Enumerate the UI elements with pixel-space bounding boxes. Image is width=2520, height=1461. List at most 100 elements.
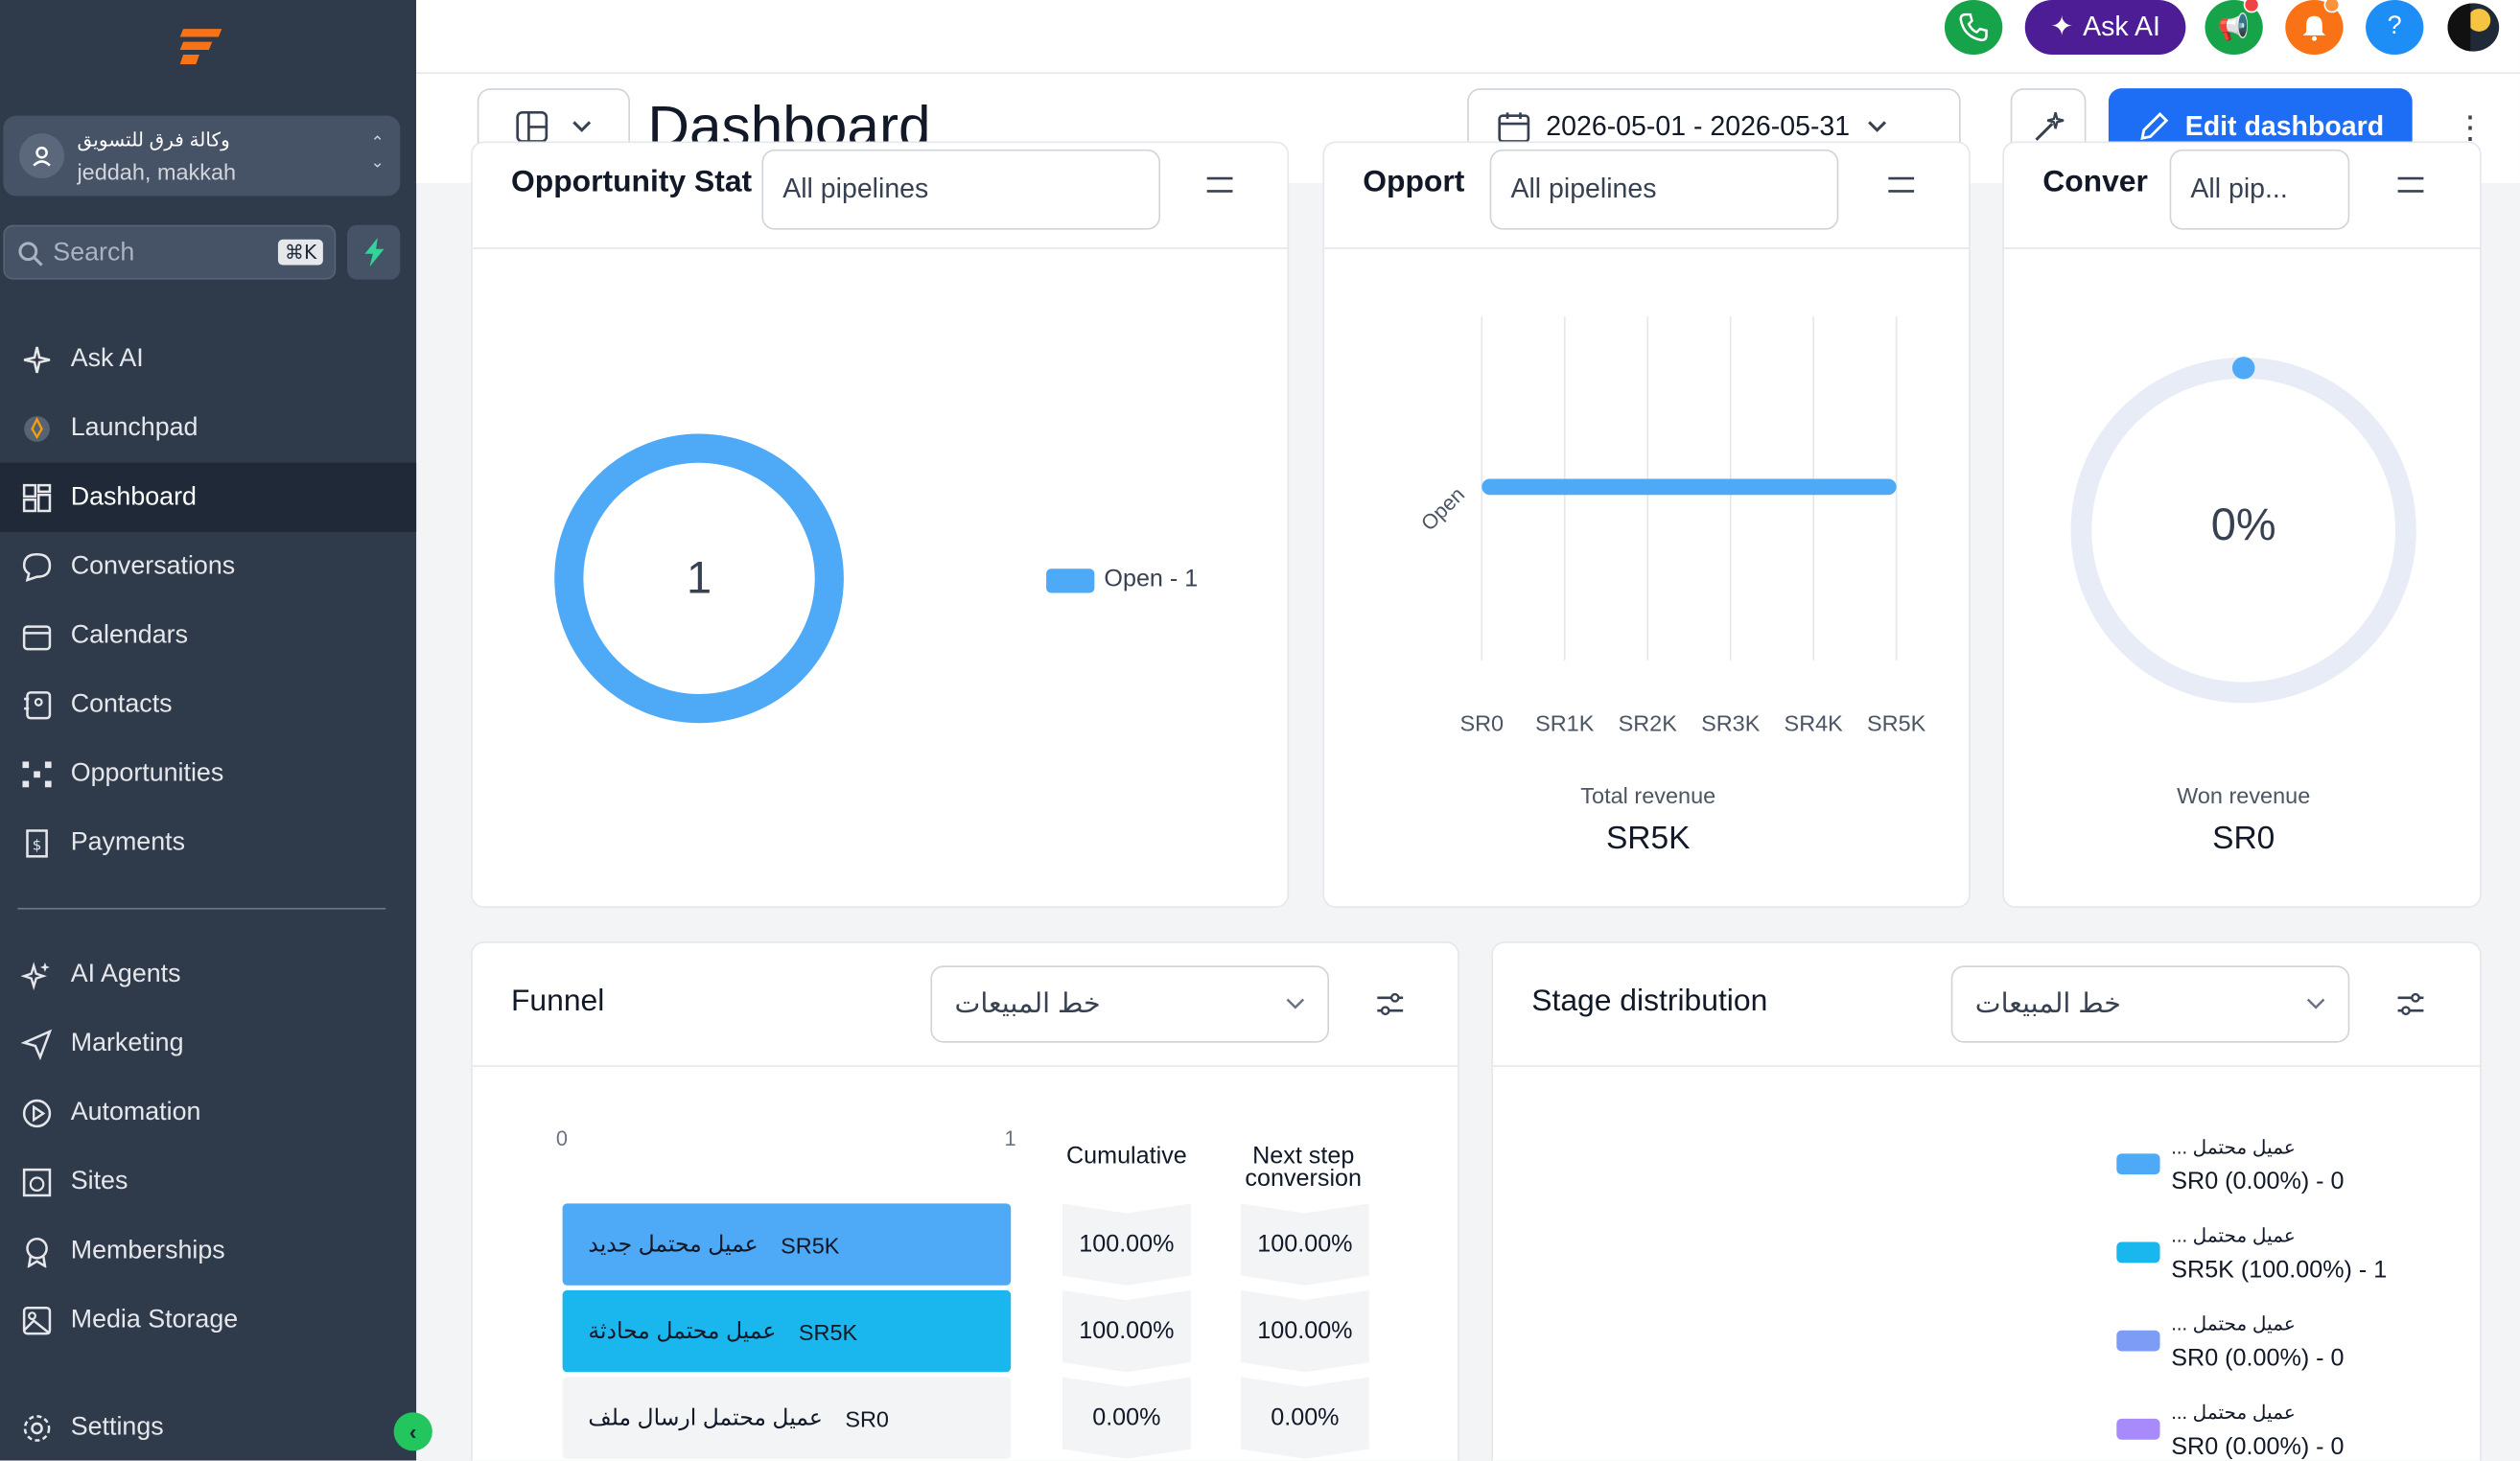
filter-icon[interactable] xyxy=(1887,172,1916,197)
phone-icon xyxy=(1959,12,1988,42)
ai-sparkle-icon xyxy=(19,957,55,992)
funnel-axis-min: 0 xyxy=(555,1125,569,1151)
phone-button[interactable] xyxy=(1944,0,2003,55)
search-input[interactable]: Search ⌘K xyxy=(3,224,337,280)
more-options-icon[interactable]: ⋮ xyxy=(2454,109,2486,146)
pencil-icon xyxy=(2139,111,2168,140)
search-placeholder: Search xyxy=(53,239,135,267)
card-header-divider xyxy=(1493,1065,2481,1067)
funnel-stage-value: SR5K xyxy=(781,1231,840,1258)
filter-icon[interactable] xyxy=(2396,991,2425,1017)
layout-icon xyxy=(515,110,548,142)
sidebar-item-label: Memberships xyxy=(70,1236,225,1264)
bell-icon xyxy=(2302,15,2326,41)
stage-name: عميل محتمل ... xyxy=(2171,1135,2296,1159)
sidebar-item-media-storage[interactable]: Media Storage xyxy=(0,1286,416,1355)
chevron-left-icon: ‹ xyxy=(408,1418,417,1445)
account-switcher[interactable]: وكالة فرق للتسويق jeddah, makkah ⌃ ⌄ xyxy=(3,115,401,197)
collapse-sidebar-button[interactable]: ‹ xyxy=(393,1412,432,1451)
cumulative-header: Cumulative xyxy=(1065,1142,1187,1171)
sidebar-item-dashboard[interactable]: Dashboard xyxy=(0,462,417,532)
pipeline-select[interactable]: خط المبيعات xyxy=(1950,965,2350,1043)
cumulative-cell: 0.00% xyxy=(1062,1377,1191,1459)
sidebar: وكالة فرق للتسويق jeddah, makkah ⌃ ⌄ Sear… xyxy=(0,0,432,1461)
search-icon xyxy=(18,242,43,267)
date-range-picker[interactable]: 2026-05-01 - 2026-05-31 xyxy=(1467,88,1961,164)
pipeline-select[interactable]: All pipelines xyxy=(1489,149,1839,230)
sidebar-item-settings[interactable]: Settings xyxy=(0,1393,416,1460)
filter-icon[interactable] xyxy=(2396,172,2425,197)
sidebar-item-automation[interactable]: Automation xyxy=(0,1078,416,1148)
sparkles-icon: ✦ xyxy=(2050,11,2074,42)
brand-logo-icon[interactable] xyxy=(176,26,224,68)
announcements-button[interactable]: 📢 xyxy=(2205,0,2263,55)
gauge-progress-dot[interactable] xyxy=(2231,357,2255,380)
sidebar-item-launchpad[interactable]: Launchpad xyxy=(0,394,416,463)
pipeline-select[interactable]: All pipelines xyxy=(761,149,1161,230)
card-title: Stage distribution xyxy=(1531,985,1768,1019)
card-header-divider xyxy=(472,1065,1458,1067)
card-title: Conver xyxy=(2042,165,2148,199)
svg-text:$: $ xyxy=(33,836,42,853)
sidebar-item-label: Calendars xyxy=(70,620,188,649)
account-location: jeddah, makkah xyxy=(77,158,237,185)
funnel-card: Funnel خط المبيعات 0 1 Cumulative Next s… xyxy=(471,941,1459,1461)
donut-center-value: 1 xyxy=(686,552,712,603)
bar-open[interactable] xyxy=(1482,478,1897,496)
next-step-cell: 100.00% xyxy=(1240,1289,1369,1373)
ask-ai-label: Ask AI xyxy=(2083,11,2160,42)
sidebar-item-label: Opportunities xyxy=(70,758,224,787)
next-step-cell: 0.00% xyxy=(1240,1377,1369,1459)
pipeline-select[interactable]: All pip... xyxy=(2169,149,2350,230)
card-title: Funnel xyxy=(510,985,605,1019)
sidebar-item-opportunities[interactable]: Opportunities xyxy=(0,739,416,808)
stage-value: SR0 (0.00%) - 0 xyxy=(2171,1344,2345,1373)
sidebar-item-label: Launchpad xyxy=(70,413,198,442)
sidebar-item-marketing[interactable]: Marketing xyxy=(0,1009,416,1078)
quick-action-button[interactable] xyxy=(347,224,401,280)
funnel-bar[interactable]: عميل محتمل جديد SR5K xyxy=(562,1203,1012,1286)
pipeline-select-value: خط المبيعات xyxy=(954,987,1101,1019)
sidebar-item-contacts[interactable]: Contacts xyxy=(0,670,416,739)
sidebar-item-label: Conversations xyxy=(70,551,236,580)
sidebar-item-conversations[interactable]: Conversations xyxy=(0,532,416,601)
total-revenue-value: SR5K xyxy=(1605,821,1691,857)
filter-icon[interactable] xyxy=(1205,172,1234,197)
grid-icon xyxy=(19,479,55,515)
globe-window-icon xyxy=(19,1164,55,1199)
sparkles-icon xyxy=(19,341,55,377)
sidebar-item-label: Settings xyxy=(70,1413,164,1441)
donut-slice-open[interactable] xyxy=(554,433,844,724)
notifications-button[interactable] xyxy=(2285,0,2344,55)
next-step-header-line2: conversion xyxy=(1245,1165,1363,1193)
legend-swatch xyxy=(2116,1330,2160,1352)
sidebar-item-calendars[interactable]: Calendars xyxy=(0,601,416,670)
help-label: ? xyxy=(2387,12,2402,40)
pipeline-select[interactable]: خط المبيعات xyxy=(930,965,1330,1043)
edit-dashboard-label: Edit dashboard xyxy=(2184,109,2385,141)
funnel-bar[interactable]: عميل محتمل محادثة SR5K xyxy=(562,1289,1012,1373)
opportunity-value-card: Opport All pipelines SR0 SR1K SR2K SR3K SR4K… xyxy=(1322,141,1971,908)
opportunity-status-card: Opportunity Stat All pipelines 1 Open - … xyxy=(471,141,1290,908)
filter-icon[interactable] xyxy=(1376,991,1405,1017)
sidebar-item-ai-agents[interactable]: AI Agents xyxy=(0,939,416,1009)
next-step-cell: 100.00% xyxy=(1240,1203,1369,1286)
help-button[interactable]: ? xyxy=(2366,0,2424,55)
chevron-up-down-icon: ⌃ ⌄ xyxy=(370,134,385,173)
sidebar-item-payments[interactable]: $ Payments xyxy=(0,808,416,877)
ask-ai-button[interactable]: ✦ Ask AI xyxy=(2024,0,2186,55)
funnel-bar[interactable]: عميل محتمل ارسال ملف SR0 xyxy=(562,1377,1012,1459)
user-avatar[interactable] xyxy=(2444,0,2503,55)
y-category-label: Open xyxy=(1416,482,1469,535)
sidebar-item-sites[interactable]: Sites xyxy=(0,1148,416,1217)
cumulative-cell: 100.00% xyxy=(1062,1289,1191,1373)
sidebar-item-ask-ai[interactable]: Ask AI xyxy=(0,325,416,394)
legend-item-open[interactable]: Open - 1 xyxy=(1046,566,1198,592)
sidebar-item-memberships[interactable]: Memberships xyxy=(0,1217,416,1286)
sidebar-item-label: AI Agents xyxy=(70,960,181,987)
funnel-stage-value: SR5K xyxy=(798,1318,858,1344)
sidebar-item-label: Sites xyxy=(70,1167,128,1195)
megaphone-icon: 📢 xyxy=(2217,14,2251,42)
card-header: Opport All pipelines xyxy=(1324,143,1970,249)
next-step-header-line1: Next step xyxy=(1252,1142,1355,1171)
